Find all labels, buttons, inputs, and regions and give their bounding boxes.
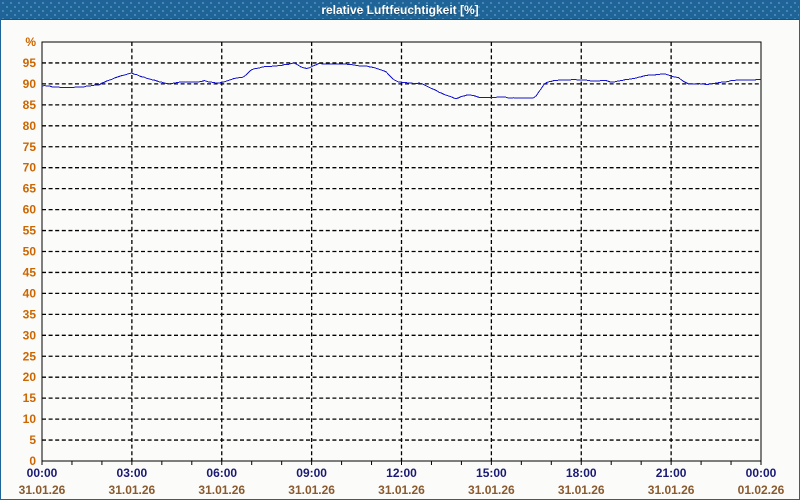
svg-text:70: 70 (23, 161, 37, 175)
svg-text:15: 15 (23, 391, 37, 405)
svg-text:31.01.26: 31.01.26 (288, 483, 335, 497)
svg-text:90: 90 (23, 77, 37, 91)
svg-text:03:00: 03:00 (117, 466, 148, 480)
svg-text:00:00: 00:00 (746, 466, 777, 480)
svg-text:5: 5 (29, 433, 36, 447)
svg-text:09:00: 09:00 (296, 466, 327, 480)
svg-text:31.01.26: 31.01.26 (378, 483, 425, 497)
svg-text:31.01.26: 31.01.26 (468, 483, 515, 497)
svg-text:06:00: 06:00 (206, 466, 237, 480)
svg-text:31.01.26: 31.01.26 (558, 483, 605, 497)
svg-text:01.02.26: 01.02.26 (738, 483, 785, 497)
svg-text:21:00: 21:00 (656, 466, 687, 480)
svg-text:75: 75 (23, 140, 37, 154)
svg-text:80: 80 (23, 119, 37, 133)
svg-text:31.01.26: 31.01.26 (109, 483, 156, 497)
svg-text:%: % (25, 35, 36, 49)
svg-text:55: 55 (23, 224, 37, 238)
svg-text:50: 50 (23, 245, 37, 259)
svg-text:95: 95 (23, 56, 37, 70)
svg-text:31.01.26: 31.01.26 (198, 483, 245, 497)
svg-text:10: 10 (23, 412, 37, 426)
svg-text:85: 85 (23, 98, 37, 112)
svg-text:18:00: 18:00 (566, 466, 597, 480)
svg-text:30: 30 (23, 328, 37, 342)
svg-text:35: 35 (23, 307, 37, 321)
svg-text:31.01.26: 31.01.26 (19, 483, 66, 497)
svg-text:15:00: 15:00 (476, 466, 507, 480)
svg-text:25: 25 (23, 349, 37, 363)
svg-text:40: 40 (23, 286, 37, 300)
svg-text:12:00: 12:00 (386, 466, 417, 480)
svg-text:65: 65 (23, 182, 37, 196)
svg-text:20: 20 (23, 370, 37, 384)
svg-text:45: 45 (23, 265, 37, 279)
svg-text:60: 60 (23, 203, 37, 217)
svg-text:31.01.26: 31.01.26 (648, 483, 695, 497)
svg-text:00:00: 00:00 (27, 466, 58, 480)
